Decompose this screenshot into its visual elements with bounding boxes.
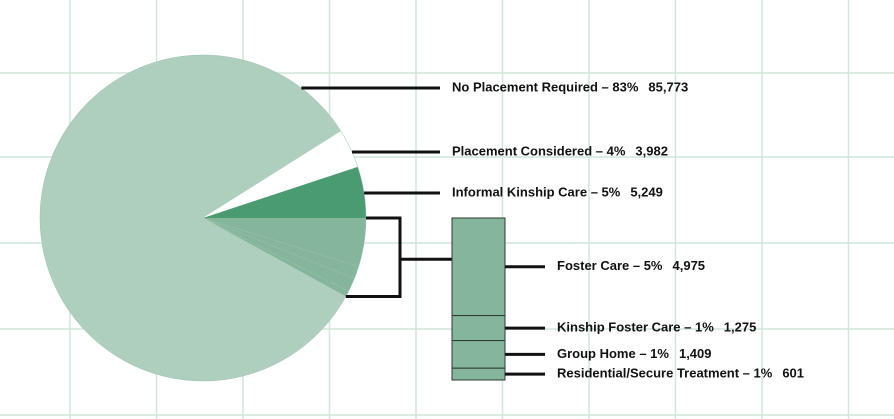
slice-label: Residential/Secure Treatment – 1% [557, 366, 773, 381]
bar-segment [451, 315, 506, 342]
pie-slice [203, 166, 366, 218]
pie-slice [203, 218, 349, 297]
pie-slice [203, 218, 366, 267]
slice-label: Kinship Foster Care – 1% [557, 320, 714, 335]
slice-label: Group Home – 1% [557, 346, 669, 361]
slice-count: 1,409 [679, 346, 712, 361]
bracket [345, 216, 452, 299]
pie-slice [203, 218, 355, 292]
slice-label: No Placement Required – 83% [452, 79, 639, 94]
pie-slice [39, 54, 346, 381]
bar-segment [451, 217, 506, 317]
pie-slice [203, 131, 358, 218]
slice-count: 85,773 [648, 79, 688, 94]
slice-label: Foster Care – 5% [557, 258, 663, 273]
slice-label: Placement Considered – 4% [452, 143, 626, 158]
slice-count: 5,249 [630, 184, 663, 199]
pie-slice [203, 218, 359, 279]
slice-count: 3,982 [635, 143, 668, 158]
slice-count: 601 [782, 366, 804, 381]
bar-segment [451, 367, 506, 381]
bar-segment [451, 340, 506, 369]
slice-label: Informal Kinship Care – 5% [452, 184, 621, 199]
slice-count: 1,275 [724, 320, 757, 335]
slice-count: 4,975 [673, 258, 706, 273]
